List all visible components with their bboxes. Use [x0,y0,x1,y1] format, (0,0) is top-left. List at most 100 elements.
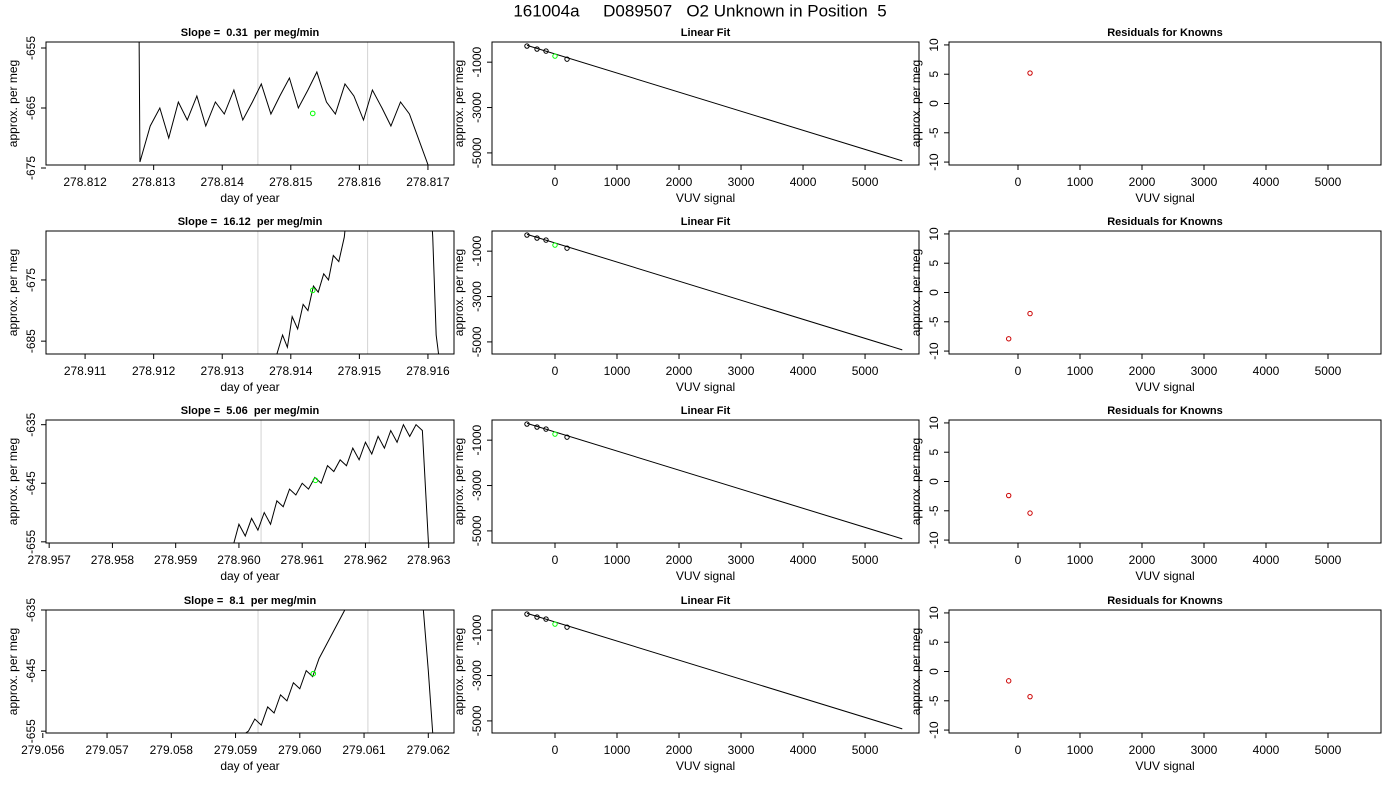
y-axis-label: approx. per meg [452,249,466,336]
point [552,621,558,627]
point [1027,693,1033,700]
x-tick-label: 0 [552,743,559,757]
y-tick-label: -5 [927,695,941,706]
y-tick-label: 0 [927,478,941,485]
y-tick-label: -1000 [470,236,484,267]
x-tick-label: 1000 [1067,743,1094,757]
x-tick-label: 2000 [666,364,693,378]
y-axis-label: approx. per meg [909,60,923,147]
x-tick-label: 5000 [852,175,879,189]
y-tick-label: 0 [927,289,941,296]
y-tick-label: -1000 [470,425,484,456]
x-axis-label: day of year [220,759,279,773]
panel: Residuals for Knowns 0 1000 2000 3000 4000 500… [909,405,1382,583]
plot-area [524,611,903,730]
x-tick-label: 278.961 [280,553,324,567]
x-tick-label: 278.913 [201,364,245,378]
y-tick-label: 5 [927,260,941,267]
x-tick-label: 2000 [666,553,693,567]
y-tick-label: 5 [927,449,941,456]
y-axis-label: approx. per meg [452,60,466,147]
x-tick-label: 278.815 [269,175,313,189]
point [1027,510,1033,516]
panel-title: Residuals for Knowns [1107,216,1223,228]
point [524,421,530,427]
y-axis-label: approx. per meg [452,628,466,715]
y-tick-label: -635 [24,412,38,436]
fit-line [526,422,903,540]
plot-area [1027,70,1033,76]
fit-line [526,612,903,730]
panel: Linear Fit 0 1000 2000 3000 4000 5000 -5000 -300… [452,216,920,394]
plot-frame [491,41,920,166]
x-axis-label: VUV signal [1135,380,1194,394]
x-tick-label: 278.960 [217,553,261,567]
data-line [233,423,429,543]
y-tick-label: -655 [24,36,38,60]
x-tick-label: 3000 [728,553,755,567]
point [543,616,549,622]
point [534,235,540,241]
y-axis-label: approx. per meg [909,249,923,336]
panel-title: Slope = 5.06 per meg/min [181,405,320,417]
point [1006,678,1012,684]
x-tick-label: 2000 [1129,175,1156,189]
panel: Slope = 0.31 per meg/min 278.812 278.813 27… [6,27,455,205]
x-tick-label: 278.958 [91,553,135,567]
x-axis-label: day of year [220,569,279,583]
point [564,56,570,62]
x-tick-label: 1000 [1067,175,1094,189]
x-tick-label: 278.814 [201,175,245,189]
point [564,434,570,440]
y-tick-label: -655 [24,719,38,743]
x-tick-label: 278.959 [154,553,198,567]
x-tick-label: 4000 [1253,553,1280,567]
y-tick-label: 10 [927,416,941,430]
y-tick-label: -5 [927,316,941,327]
plot-frame [45,41,455,166]
y-tick-label: -645 [24,658,38,682]
y-tick-label: -3000 [470,281,484,312]
point [543,426,549,432]
x-tick-label: 4000 [1253,364,1280,378]
point [1027,310,1033,317]
panel-title: Residuals for Knowns [1107,595,1223,607]
y-tick-label: -10 [927,531,941,549]
y-axis-label: approx. per meg [6,60,20,147]
x-tick-label: 278.817 [406,175,450,189]
y-tick-label: 5 [927,71,941,78]
x-tick-label: 3000 [1191,364,1218,378]
y-tick-label: -635 [24,598,38,622]
point [564,245,570,251]
x-tick-label: 1000 [604,364,631,378]
plot-frame [45,419,455,544]
x-tick-label: 3000 [1191,175,1218,189]
y-axis-label: approx. per meg [909,628,923,715]
x-axis-label: VUV signal [1135,191,1194,205]
panel-title: Linear Fit [681,27,731,39]
y-axis-label: approx. per meg [6,249,20,336]
y-tick-label: -5000 [470,326,484,357]
data-line [276,231,440,354]
x-tick-label: 0 [1015,553,1022,567]
y-tick-label: -675 [24,268,38,292]
panel-title: Slope = 16.12 per meg/min [178,216,323,228]
x-tick-label: 5000 [852,553,879,567]
plot-area [1006,492,1033,516]
x-tick-label: 4000 [790,743,817,757]
point [534,46,540,52]
y-tick-label: -3000 [470,660,484,691]
point [524,43,530,49]
x-tick-label: 3000 [1191,553,1218,567]
panel: Residuals for Knowns 0 1000 2000 3000 4000 500… [909,216,1382,394]
highlight-point [309,287,316,294]
plot-frame [491,419,920,544]
panel: Slope = 5.06 per meg/min 278.957 278.958 27… [6,405,455,583]
x-tick-label: 279.060 [278,743,322,757]
y-tick-label: -5000 [470,137,484,168]
y-tick-label: -685 [24,329,38,353]
plot-area [524,43,903,162]
y-tick-label: -10 [927,721,941,739]
x-tick-label: 5000 [1315,175,1342,189]
x-tick-label: 4000 [1253,175,1280,189]
